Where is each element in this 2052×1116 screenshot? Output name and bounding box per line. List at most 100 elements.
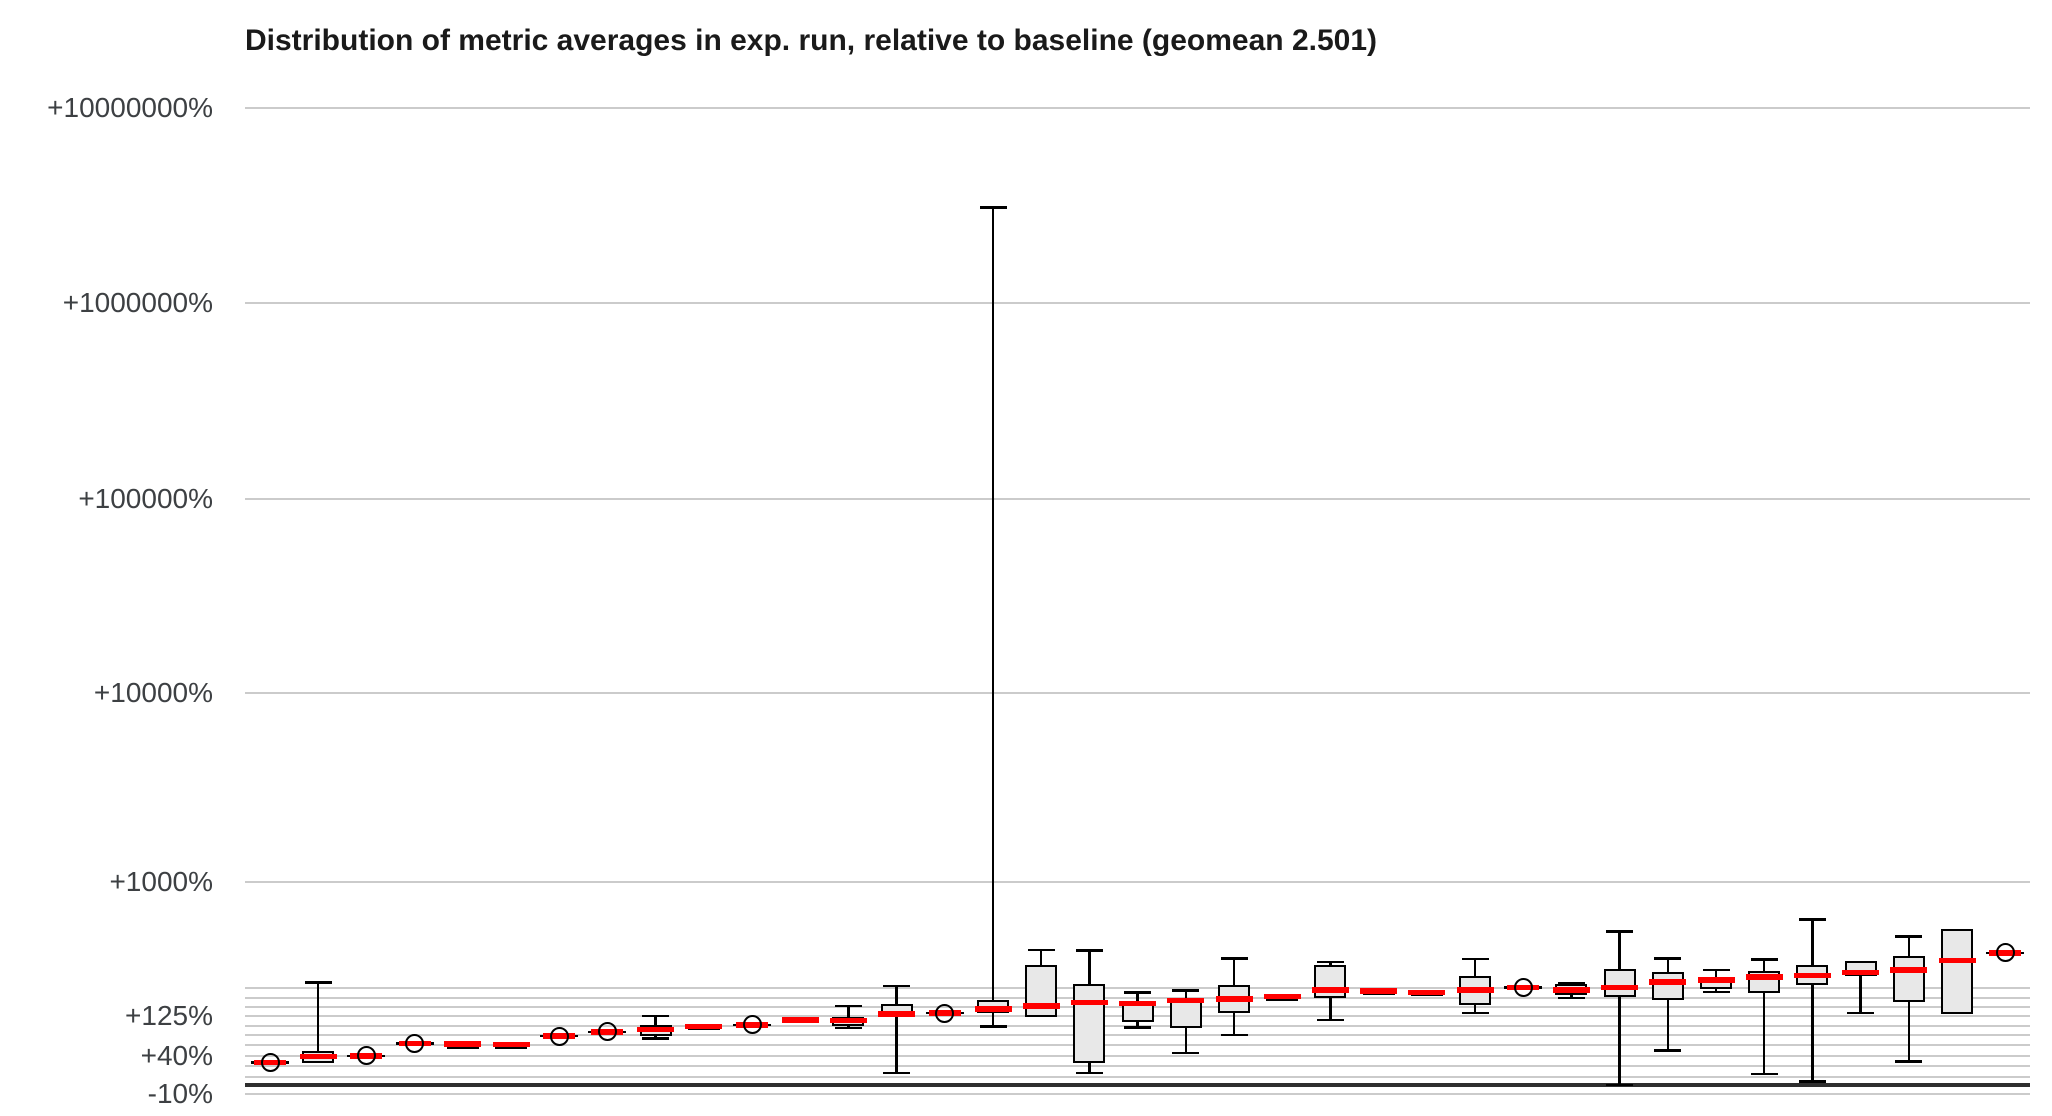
box-median-line <box>299 1053 337 1060</box>
gridline <box>245 497 2030 500</box>
whisker-line <box>1762 959 1766 1074</box>
whisker-cap-bottom <box>883 1071 911 1075</box>
whisker-cap-bottom <box>642 1037 670 1040</box>
point-circle-marker <box>549 1026 569 1046</box>
gridline <box>245 106 2030 109</box>
gridline <box>245 1044 2030 1047</box>
box-median-line <box>1793 972 1831 979</box>
box-median-line <box>878 1011 916 1017</box>
whisker-cap-top <box>979 206 1007 209</box>
box-median-line <box>829 1017 867 1024</box>
whisker-cap-top <box>1461 957 1489 961</box>
y-axis-tick-label: +125% <box>125 1000 213 1032</box>
point-circle-marker <box>1513 977 1533 997</box>
whisker-cap-bottom <box>979 1025 1007 1028</box>
point-circle-marker <box>260 1053 280 1073</box>
box-median-line <box>1552 987 1590 993</box>
whisker-cap-top <box>1606 930 1634 933</box>
whisker-cap-bottom <box>1075 1071 1103 1075</box>
y-axis-tick-label: +1000% <box>109 865 213 897</box>
whisker-cap-top <box>304 981 332 984</box>
y-axis-tick-label: +10000% <box>93 677 213 709</box>
box-median-line <box>1456 987 1494 993</box>
box-median-line <box>444 1041 482 1047</box>
whisker-cap-top <box>1557 981 1585 985</box>
gridline <box>245 986 2030 989</box>
whisker-cap-bottom <box>1461 1011 1489 1015</box>
whisker-cap-top <box>1220 957 1248 960</box>
whisker-cap-bottom <box>1220 1033 1248 1037</box>
whisker-line <box>1618 931 1621 1085</box>
whisker-cap-top <box>1075 949 1103 952</box>
box-median-line <box>1842 969 1880 976</box>
whisker-cap-bottom <box>1798 1080 1826 1083</box>
box-rect <box>1603 969 1636 997</box>
box-rect <box>1941 929 1973 1014</box>
whisker-cap-bottom <box>1702 990 1730 994</box>
whisker-cap-bottom <box>834 1026 862 1030</box>
box-rect <box>1892 956 1925 1002</box>
whisker-cap-top <box>1895 935 1923 938</box>
whisker-cap-bottom <box>1895 1060 1923 1063</box>
whisker-line <box>1811 919 1814 1082</box>
gridline <box>245 1075 2030 1078</box>
whisker-cap-top <box>642 1014 670 1018</box>
whisker-cap-top <box>883 984 911 988</box>
y-axis-tick-label: +10000000% <box>47 91 213 123</box>
chart-title: Distribution of metric averages in exp. … <box>245 24 1378 57</box>
box-rect <box>1651 971 1684 1001</box>
whisker-cap-top <box>834 1004 862 1008</box>
whisker-cap-bottom <box>1750 1072 1778 1076</box>
whisker-line <box>1666 958 1670 1051</box>
y-axis-tick-label: +1000000% <box>62 287 213 319</box>
whisker-cap-top <box>1702 968 1730 972</box>
whisker-cap-top <box>1172 989 1200 992</box>
box-median-line <box>1890 967 1928 973</box>
whisker-cap-bottom <box>1557 996 1585 1000</box>
box-median-line <box>1745 974 1783 980</box>
point-circle-marker <box>1995 943 2015 963</box>
gridline <box>245 1065 2030 1068</box>
box-median-line <box>1022 1003 1060 1009</box>
box-median-line <box>1119 1000 1157 1006</box>
box-median-line <box>781 1017 819 1023</box>
whisker-line <box>1859 960 1862 1014</box>
whisker-cap-bottom <box>1847 1011 1875 1015</box>
y-axis-tick-label: -10% <box>147 1077 213 1109</box>
whisker-cap-bottom <box>1172 1051 1200 1055</box>
whisker-cap-bottom <box>1316 1018 1344 1022</box>
y-axis-tick-label: +100000% <box>78 482 213 514</box>
box-median-line <box>1360 988 1398 994</box>
whisker-line <box>991 207 995 1027</box>
point-circle-marker <box>742 1015 762 1035</box>
box-median-line <box>637 1026 675 1033</box>
y-axis-tick-label: +40% <box>140 1040 213 1072</box>
zero-baseline-gridline <box>245 1083 2030 1087</box>
whisker-cap-top <box>1750 958 1778 961</box>
box-median-line <box>1601 984 1639 991</box>
whisker-line <box>847 1005 850 1028</box>
whisker-cap-top <box>1316 960 1344 964</box>
point-circle-marker <box>935 1003 955 1023</box>
gridline <box>245 1034 2030 1037</box>
box-median-line <box>1697 977 1735 983</box>
box-median-line <box>1311 987 1349 993</box>
box-median-line <box>974 1006 1012 1012</box>
whisker-line <box>316 982 320 1064</box>
box-median-line <box>1263 993 1301 1000</box>
box-median-line <box>1167 997 1205 1004</box>
whisker-line <box>895 986 898 1074</box>
box-median-line <box>1938 957 1976 964</box>
whisker-cap-top <box>1027 948 1055 952</box>
point-circle-marker <box>356 1046 376 1066</box>
box-median-line <box>1215 996 1253 1002</box>
box-rect <box>1314 965 1347 999</box>
whisker-cap-bottom <box>1606 1083 1634 1087</box>
whisker-cap-top <box>1654 957 1682 960</box>
gridline <box>245 1092 2030 1095</box>
gridline <box>245 302 2030 305</box>
box-rect <box>1025 965 1058 1017</box>
whisker-cap-bottom <box>1124 1026 1152 1029</box>
box-rect <box>1169 999 1202 1029</box>
